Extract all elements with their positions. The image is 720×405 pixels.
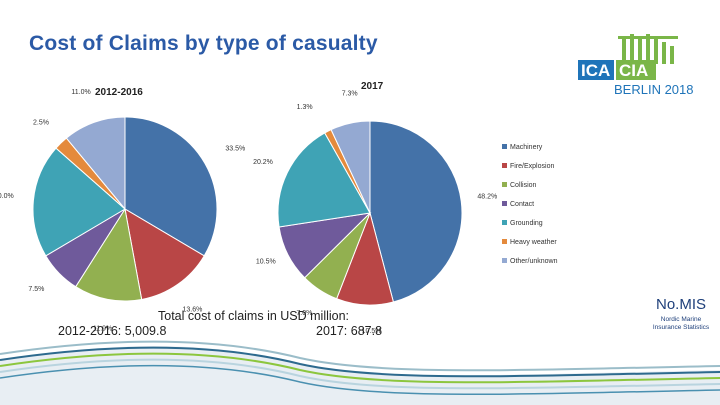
slice-2017-grounding xyxy=(277,132,371,228)
legend-swatch-heavy-weather xyxy=(502,239,507,244)
slice-2017-machinery xyxy=(369,120,463,303)
logo-cia-text: CIA xyxy=(619,61,648,80)
caption-line1: Total cost of claims in USD million: xyxy=(158,309,350,323)
slice-2012-2016-machinery xyxy=(124,116,218,257)
caption-2017: 2017: 687.8 xyxy=(316,324,383,338)
slice-2012-2016-fire-explosion xyxy=(124,208,205,301)
logo-ica-text: ICA xyxy=(581,61,610,80)
decorative-waves xyxy=(0,340,720,405)
logo-city-text: BERLIN 2018 xyxy=(614,82,694,97)
pie-title-2017: 2017 xyxy=(361,81,384,92)
caption-2012: 2012-2016: 5,009.8 xyxy=(58,324,167,338)
legend-label-collision: Collision xyxy=(510,182,537,189)
data-label-2017-other-unknown: 7.3% xyxy=(342,90,358,97)
data-label-2012-2016-collision: 11.9% xyxy=(93,326,112,333)
pie-chart-2012-2016: 2012-2016 33.5% 13.6% 11.9% 7.5% 20.0% 2.5% 11.… xyxy=(0,87,245,333)
legend-label-machinery: Machinery xyxy=(510,144,543,151)
legend-swatch-contact xyxy=(502,201,507,206)
legend-swatch-machinery xyxy=(502,144,507,149)
pie-title-2012-2016: 2012-2016 xyxy=(95,87,143,98)
data-label-2017-fire-explosion: 10.5% xyxy=(362,328,382,335)
legend-label-grounding: Grounding xyxy=(510,220,543,227)
data-label-2017-grounding: 20.2% xyxy=(253,159,273,166)
data-label-2012-2016-grounding: 20.0% xyxy=(0,193,14,200)
slice-2012-2016-grounding xyxy=(32,147,126,257)
legend-swatch-grounding xyxy=(502,220,507,225)
legend: Machinery Fire/Explosion Collision Contact G… xyxy=(502,144,558,265)
nomis-subtitle-line2: Insurance Statistics xyxy=(652,324,710,331)
nomis-subtitle: Nordic Marine Insurance Statistics xyxy=(648,316,714,332)
nomis-logo-text: No.MIS xyxy=(656,296,707,313)
data-label-2012-2016-fire-explosion: 13.6% xyxy=(182,307,202,314)
legend-swatch-other-unknown xyxy=(502,258,507,263)
legend-swatch-fire-explosion xyxy=(502,163,507,168)
data-label-2012-2016-heavy-weather: 2.5% xyxy=(33,119,49,126)
data-label-2017-machinery: 48.2% xyxy=(477,194,497,201)
data-label-2017-collision: 7.0% xyxy=(296,310,312,317)
data-label-2017-heavy-weather: 1.3% xyxy=(297,104,313,111)
slide-title: Cost of Claims by type of casualty xyxy=(29,32,378,55)
slice-2012-2016-other-unknown xyxy=(65,116,126,211)
ica-cia-berlin-logo: ICA CIA BERLIN 2018 xyxy=(578,34,694,97)
nomis-subtitle-line1: Nordic Marine xyxy=(660,316,702,323)
pie-chart-2017: 2017 48.2% 10.5% 7.0% 10.5% 20.2% 1.3% 7.3% xyxy=(253,81,497,335)
legend-label-fire-explosion: Fire/Explosion xyxy=(510,163,554,170)
data-label-2012-2016-machinery: 33.5% xyxy=(225,146,245,153)
legend-label-contact: Contact xyxy=(510,201,534,208)
slice-2017-other-unknown xyxy=(330,120,371,214)
legend-swatch-collision xyxy=(502,182,507,187)
legend-label-heavy-weather: Heavy weather xyxy=(510,239,557,246)
data-label-2012-2016-other-unknown: 11.0% xyxy=(71,89,90,96)
legend-label-other-unknown: Other/unknown xyxy=(510,258,558,265)
data-label-2012-2016-contact: 7.5% xyxy=(28,286,44,293)
data-label-2017-contact: 10.5% xyxy=(256,259,276,266)
slice-2012-2016-collision xyxy=(75,207,143,302)
